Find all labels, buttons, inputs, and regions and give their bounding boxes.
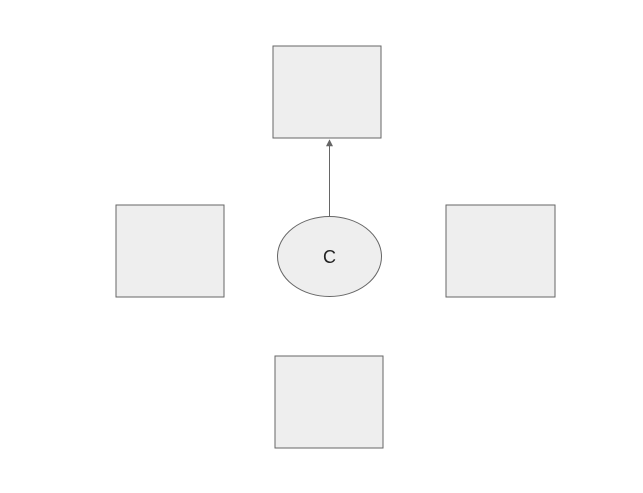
right-box[interactable] [445,204,556,298]
bottom-box[interactable] [274,355,384,449]
center-node-c[interactable] [277,216,382,297]
left-box[interactable] [115,204,225,298]
top-box[interactable] [272,45,382,139]
center-node-label: C [323,247,336,267]
